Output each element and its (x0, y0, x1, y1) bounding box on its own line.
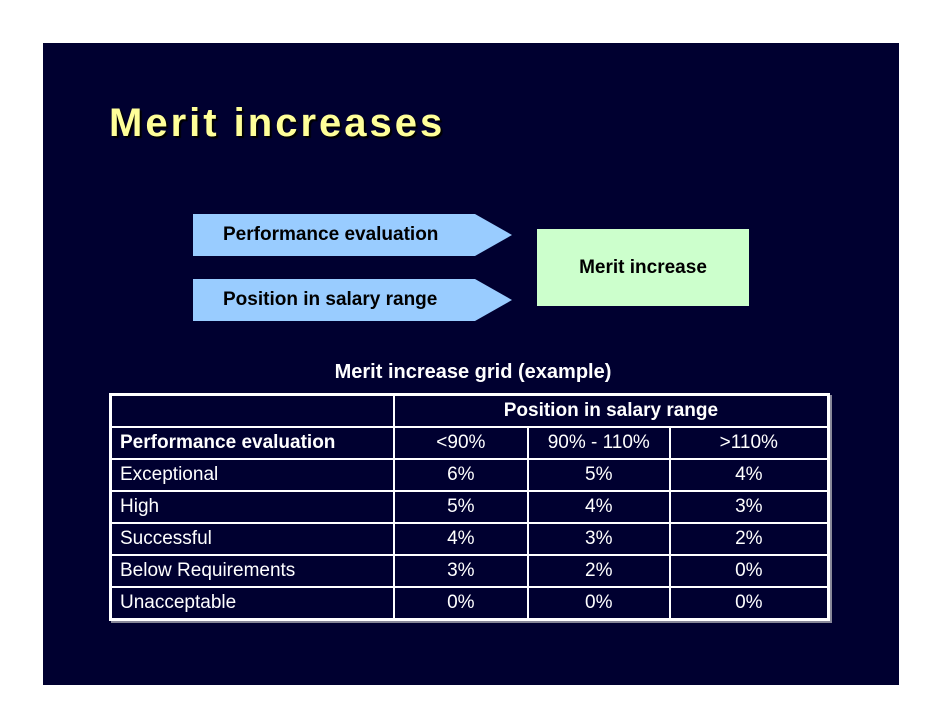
table-cell: 2% (668, 522, 830, 556)
table-cell: 5% (526, 458, 671, 492)
table-cell: 0% (526, 586, 671, 621)
column-header-cell: >110% (668, 426, 830, 460)
table-header-row: Performance evaluation <90% 90% - 110% >… (109, 426, 830, 460)
table-cell: 3% (392, 554, 529, 588)
table-row: Unacceptable 0% 0% 0% (109, 586, 830, 621)
table-cell: 2% (526, 554, 671, 588)
table-cell: 3% (668, 490, 830, 524)
table-cell: 5% (392, 490, 529, 524)
grid-title: Merit increase grid (example) (43, 361, 903, 384)
table-header-row-group: Position in salary range (109, 393, 830, 428)
grid-title-text: Merit increase grid (example) (334, 361, 612, 383)
table-cell: 4% (392, 522, 529, 556)
table-cell: 0% (668, 554, 830, 588)
row-label: Below Requirements (109, 554, 395, 588)
table-cell: 6% (392, 458, 529, 492)
table-row: Exceptional 6% 5% 4% (109, 458, 830, 492)
merit-increase-box: Merit increase (537, 229, 749, 306)
slide-title: Merit increases (109, 101, 446, 145)
table-row: Below Requirements 3% 2% 0% (109, 554, 830, 588)
table-cell: 4% (526, 490, 671, 524)
arrow-label: Position in salary range (223, 289, 438, 310)
row-label: High (109, 490, 395, 524)
result-label: Merit increase (579, 256, 707, 278)
group-header-cell: Position in salary range (392, 393, 830, 428)
row-label: Exceptional (109, 458, 395, 492)
slide: Merit increases Performance evaluation P… (43, 43, 899, 685)
table-cell: 4% (668, 458, 830, 492)
table-cell: 0% (668, 586, 830, 621)
column-header-cell: <90% (392, 426, 529, 460)
table-cell: 0% (392, 586, 529, 621)
row-header-cell: Performance evaluation (109, 426, 395, 460)
table-row: Successful 4% 3% 2% (109, 522, 830, 556)
arrow-label: Performance evaluation (223, 224, 439, 245)
table-row: High 5% 4% 3% (109, 490, 830, 524)
row-label: Successful (109, 522, 395, 556)
merit-increase-grid: Position in salary range Performance eva… (109, 393, 830, 621)
empty-corner-cell (109, 393, 395, 428)
input-arrow-performance-evaluation: Performance evaluation (193, 214, 512, 256)
table-cell: 3% (526, 522, 671, 556)
column-header-cell: 90% - 110% (526, 426, 671, 460)
input-arrow-position-in-salary-range: Position in salary range (193, 279, 512, 321)
row-label: Unacceptable (109, 586, 395, 621)
